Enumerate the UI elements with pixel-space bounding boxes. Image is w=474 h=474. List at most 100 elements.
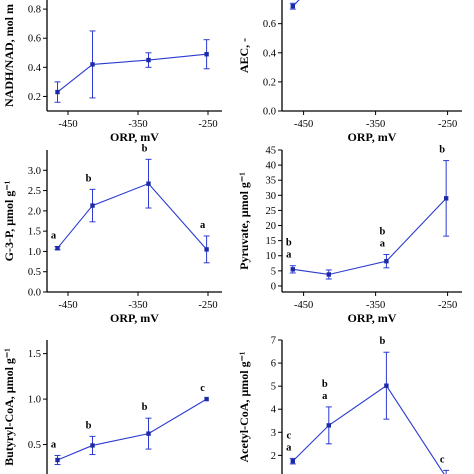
y-tick-label: 0.2 bbox=[263, 77, 276, 88]
y-axis-title: G-3-P, μmol g⁻¹ bbox=[2, 180, 16, 261]
y-axis-title: Acetyl-CoA, μmol g⁻¹ bbox=[237, 351, 251, 462]
y-tick-label: 45 bbox=[266, 146, 277, 157]
significance-label: b bbox=[86, 420, 92, 431]
y-tick-label: 1.0 bbox=[28, 247, 41, 258]
data-point bbox=[90, 203, 95, 208]
y-tick-label: 0.6 bbox=[28, 34, 41, 45]
y-tick-label: 10 bbox=[266, 251, 277, 262]
x-tick-label: -450 bbox=[58, 119, 77, 130]
x-axis-title: ORP, mV bbox=[110, 311, 159, 325]
y-axis-title: Pyruvate, μmol g⁻¹ bbox=[237, 172, 251, 270]
y-tick-label: 5 bbox=[271, 382, 276, 393]
x-tick-label: -450 bbox=[294, 300, 313, 311]
data-point bbox=[204, 52, 209, 57]
y-tick-label: 35 bbox=[266, 176, 277, 187]
data-point bbox=[146, 181, 151, 186]
significance-label: a bbox=[51, 231, 57, 242]
series-line bbox=[57, 53, 207, 93]
y-tick-label: 0.8 bbox=[263, 0, 276, 1]
significance-label: b bbox=[322, 379, 328, 390]
y-axis-title: AEC, - bbox=[237, 38, 251, 73]
y-tick-label: 5 bbox=[271, 266, 276, 277]
y-tick-label: 1.0 bbox=[28, 395, 41, 406]
y-tick-label: 0.5 bbox=[28, 267, 41, 278]
data-point bbox=[55, 245, 60, 251]
data-point bbox=[146, 57, 151, 63]
significance-label: b bbox=[379, 227, 385, 238]
data-point bbox=[204, 247, 209, 252]
y-tick-label: 0.6 bbox=[263, 19, 276, 30]
data-point bbox=[384, 258, 389, 264]
x-tick-label: -250 bbox=[198, 119, 217, 130]
significance-label: b bbox=[379, 336, 385, 347]
y-tick-label: 0.0 bbox=[28, 288, 41, 299]
significance-label: c bbox=[440, 454, 445, 465]
data-point bbox=[290, 458, 295, 464]
data-point bbox=[290, 267, 295, 272]
data-point bbox=[55, 457, 60, 463]
data-point bbox=[146, 431, 151, 436]
y-tick-label: 0.4 bbox=[263, 48, 277, 59]
data-point bbox=[90, 443, 95, 448]
y-tick-label: 0.0 bbox=[263, 107, 276, 118]
significance-label: b bbox=[286, 238, 292, 249]
significance-label: b bbox=[142, 143, 148, 154]
y-tick-label: 25 bbox=[266, 206, 277, 217]
y-tick-label: 30 bbox=[266, 191, 277, 202]
data-point bbox=[55, 89, 60, 95]
series-line bbox=[292, 384, 445, 474]
significance-label: b bbox=[86, 173, 92, 184]
significance-label: a bbox=[380, 239, 386, 250]
y-tick-label: 1.5 bbox=[28, 227, 41, 238]
significance-label: a bbox=[51, 439, 57, 450]
y-axis-title: NADH/NAD, mol m bbox=[2, 4, 16, 107]
y-tick-label: 6 bbox=[271, 359, 276, 370]
x-tick-label: -250 bbox=[198, 300, 217, 311]
panel-g-3-p: 0.0 0.5 1.0 1.5 2.0 2.5 3.0 -450 -350 -250 ORP, mV… bbox=[2, 143, 222, 325]
y-tick-label: 2 bbox=[271, 451, 276, 462]
x-tick-label: -250 bbox=[438, 119, 457, 130]
y-tick-label: 0 bbox=[271, 281, 276, 292]
x-axis-title: ORP, mV bbox=[348, 311, 397, 325]
y-tick-label: 0.2 bbox=[28, 92, 41, 103]
data-point bbox=[290, 4, 295, 9]
series-line bbox=[57, 398, 207, 461]
chart-panels: 0.2 0.4 0.6 0.8 -450 -350 -250 ORP, mV NADH/NAD,… bbox=[2, 0, 462, 474]
y-tick-label: 4 bbox=[271, 405, 277, 416]
data-point bbox=[326, 423, 331, 428]
significance-label: b bbox=[142, 402, 148, 413]
panel-aec: 0.0 0.2 0.4 0.6 0.8 -450 -350 -250 ORP, mV AEC, -… bbox=[237, 0, 462, 144]
significance-label: c bbox=[286, 430, 291, 441]
panel-nadh-nad: 0.2 0.4 0.6 0.8 -450 -350 -250 ORP, mV NADH/NAD,… bbox=[2, 0, 222, 144]
y-tick-label: 2.0 bbox=[28, 206, 41, 217]
significance-label: a bbox=[200, 220, 206, 231]
data-point bbox=[443, 196, 449, 201]
x-axis-title: ORP, mV bbox=[110, 130, 159, 144]
y-axis-title: Butyryl-CoA, μmol g⁻¹ bbox=[2, 348, 16, 466]
y-tick-label: 7 bbox=[271, 336, 276, 347]
data-point bbox=[90, 62, 95, 67]
y-tick-label: 0.8 bbox=[28, 5, 41, 16]
y-tick-label: 1.5 bbox=[28, 349, 41, 360]
significance-label: a bbox=[322, 391, 328, 402]
x-tick-label: -450 bbox=[294, 119, 313, 130]
x-tick-label: -250 bbox=[438, 300, 457, 311]
significance-label: b bbox=[439, 145, 445, 156]
y-tick-label: 20 bbox=[266, 221, 277, 232]
x-tick-label: -350 bbox=[128, 300, 147, 311]
y-tick-label: 2.5 bbox=[28, 186, 41, 197]
series-line bbox=[57, 183, 208, 250]
series-line bbox=[292, 0, 300, 7]
significance-label: a bbox=[286, 442, 292, 453]
y-tick-label: 3 bbox=[271, 428, 276, 439]
x-tick-label: -350 bbox=[366, 119, 385, 130]
significance-label: c bbox=[200, 383, 205, 394]
x-tick-label: -350 bbox=[128, 119, 147, 130]
series-line bbox=[292, 197, 447, 276]
significance-label: a bbox=[286, 250, 292, 261]
x-tick-label: -450 bbox=[58, 300, 77, 311]
x-tick-label: -350 bbox=[366, 300, 385, 311]
